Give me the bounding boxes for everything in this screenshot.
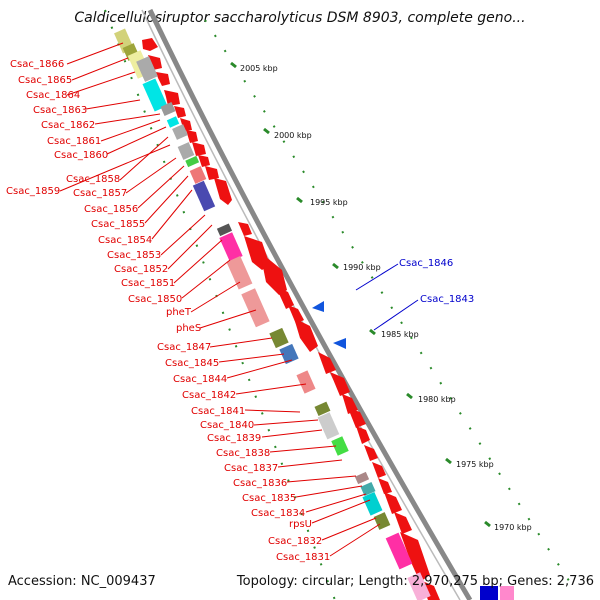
gene-label[interactable]: Csac_1863 [33, 105, 87, 116]
gene-label[interactable]: Csac_1841 [191, 406, 245, 417]
gene-label[interactable]: Csac_1866 [10, 59, 64, 70]
kbp-label-2005: 2005 kbp [240, 64, 278, 73]
kbp-label-1985: 1985 kbp [381, 330, 419, 339]
kbp-label-2000: 2000 kbp [274, 131, 312, 140]
gene-label[interactable]: Csac_1834 [251, 508, 305, 519]
gene-label[interactable]: Csac_1832 [268, 536, 322, 547]
gene-label[interactable]: Csac_1838 [216, 448, 270, 459]
gene-label[interactable]: Csac_1844 [173, 374, 227, 385]
gene-label[interactable]: Csac_1853 [107, 250, 161, 261]
gene-1846-marker [312, 301, 324, 312]
gene-label[interactable]: Csac_1839 [207, 433, 261, 444]
gene-label[interactable]: Csac_1842 [182, 390, 236, 401]
gene-label[interactable]: Csac_1845 [165, 358, 219, 369]
kbp-label-1995: 1995 kbp [310, 198, 348, 207]
gene-label[interactable]: pheS [176, 323, 201, 334]
gene-label[interactable]: Csac_1854 [98, 235, 152, 246]
genome-backbone [147, 8, 473, 600]
gene-label[interactable]: Csac_1855 [91, 219, 145, 230]
major-ticks [230, 61, 491, 528]
gene-label[interactable]: Csac_1846 [399, 258, 453, 269]
gene-label[interactable]: Csac_1852 [114, 264, 168, 275]
accession-text: Accession: NC_009437 [8, 574, 156, 589]
kbp-label-1970: 1970 kbp [494, 523, 532, 532]
gene-labels-left: Csac_1866 Csac_1865 Csac_1864 Csac_1863 … [6, 59, 330, 563]
gene-label[interactable]: Csac_1840 [200, 420, 254, 431]
kbp-label-1975: 1975 kbp [456, 460, 494, 469]
gene-label[interactable]: Csac_1859 [6, 186, 60, 197]
gene-label[interactable]: Csac_1865 [18, 75, 72, 86]
gene-label[interactable]: Csac_1857 [73, 188, 127, 199]
kbp-label-1990: 1990 kbp [343, 263, 381, 272]
gene-label[interactable]: Csac_1861 [47, 136, 101, 147]
gene-labels-right: Csac_1846 Csac_1843 [399, 258, 474, 305]
gene-label[interactable]: pheT [166, 307, 192, 318]
genome-summary-text: Topology: circular; Length: 2,970,275 bp… [236, 574, 594, 589]
label-leaders-right [355, 263, 419, 331]
genome-title: Caldicellulosiruptor saccharolyticus DSM… [74, 10, 526, 26]
gene-label[interactable]: Csac_1858 [66, 174, 120, 185]
reverse-strand-genes [114, 28, 514, 600]
forward-strand-genes [142, 38, 440, 600]
gene-label[interactable]: Csac_1851 [121, 278, 175, 289]
gene-1843-marker [333, 338, 346, 349]
gene-label[interactable]: Csac_1836 [233, 478, 287, 489]
label-leaders-left [59, 42, 381, 557]
gene-label[interactable]: Csac_1862 [41, 120, 95, 131]
gene-label[interactable]: Csac_1847 [157, 342, 211, 353]
gene-label[interactable]: Csac_1850 [128, 294, 182, 305]
gene-label[interactable]: Csac_1837 [224, 463, 278, 474]
gene-label[interactable]: Csac_1835 [242, 493, 296, 504]
gene-label[interactable]: Csac_1843 [420, 294, 474, 305]
gene-label[interactable]: Csac_1831 [276, 552, 330, 563]
gene-label[interactable]: Csac_1860 [54, 150, 108, 161]
kbp-label-1980: 1980 kbp [418, 395, 456, 404]
gene-label[interactable]: Csac_1856 [84, 204, 138, 215]
gene-label[interactable]: Csac_1864 [26, 90, 80, 101]
gene-label[interactable]: rpsU [289, 519, 312, 530]
